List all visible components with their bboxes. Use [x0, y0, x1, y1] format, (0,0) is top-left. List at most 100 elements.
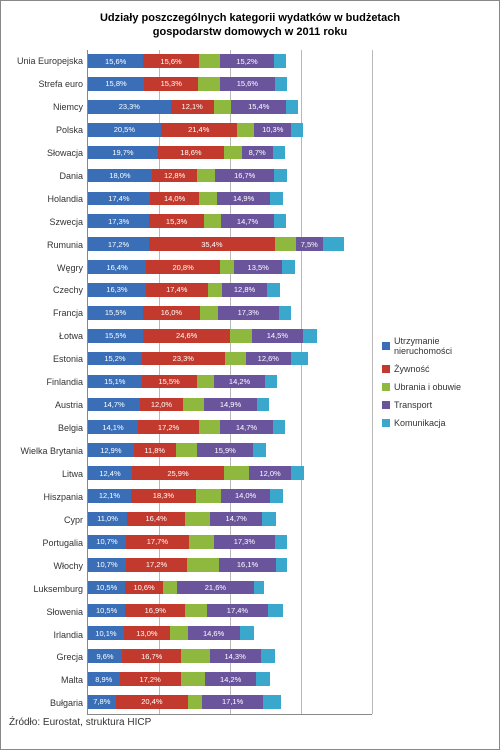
bar-segment — [199, 192, 217, 206]
bar-segment: 15,2% — [88, 352, 142, 366]
bar-segment: 12,1% — [88, 489, 131, 503]
bar-row: 16,4%20,8%13,5% — [88, 256, 372, 279]
bar-row: 15,8%15,3%15,6% — [88, 72, 372, 95]
bar-segment — [303, 329, 317, 343]
bar-row: 9,6%16,7%14,3% — [88, 645, 372, 668]
bar-segment: 15,5% — [88, 329, 143, 343]
stacked-bar: 14,7%12,0%14,9% — [88, 398, 372, 412]
bar-segment: 11,0% — [88, 512, 127, 526]
bar-segment — [170, 626, 188, 640]
bar-segment: 17,2% — [120, 672, 181, 686]
bar-segment: 16,4% — [127, 512, 185, 526]
bar-segment: 7,5% — [296, 237, 323, 251]
bar-segment: 16,7% — [122, 649, 181, 663]
stacked-bar: 18,0%12,8%16,7% — [88, 169, 372, 183]
bar-row: 15,5%16,0% 17,3% — [88, 301, 372, 324]
bar-segment: 8,7% — [242, 146, 273, 160]
category-label: Łotwa — [9, 325, 87, 348]
bar-segment — [276, 558, 287, 572]
bar-segment — [198, 77, 219, 91]
bar-segment: 12,0% — [249, 466, 292, 480]
bar-row: 7,8%20,4%17,1% — [88, 691, 372, 714]
bar-segment: 10,5% — [88, 604, 125, 618]
category-label: Belgia — [9, 417, 87, 440]
category-label: Portugalia — [9, 531, 87, 554]
category-label: Irlandia — [9, 623, 87, 646]
category-label: Grecja — [9, 646, 87, 669]
bar-segment — [274, 169, 286, 183]
stacked-bar: 9,6%16,7%14,3% — [88, 649, 372, 663]
legend-label: Utrzymanie nieruchomości — [394, 336, 491, 356]
plot: 15,6%15,6%15,2%15,8%15,3%15,6% 23,3%12,1%… — [87, 50, 372, 715]
bar-segment: 14,5% — [252, 329, 303, 343]
bar-segment — [189, 535, 214, 549]
bar-row: 10,7%17,2%16,1% — [88, 553, 372, 576]
bar-segment — [261, 649, 275, 663]
bar-segment: 17,1% — [202, 695, 263, 709]
bar-row: 10,5%16,9%17,4% — [88, 599, 372, 622]
bar-segment: 17,2% — [138, 420, 199, 434]
bar-segment: 24,6% — [143, 329, 230, 343]
bar-segment: 16,0% — [143, 306, 200, 320]
bar-segment: 15,3% — [149, 214, 203, 228]
category-label: Malta — [9, 669, 87, 692]
bar-segment — [323, 237, 344, 251]
legend-item: Utrzymanie nieruchomości — [382, 336, 491, 356]
bar-segment — [253, 443, 265, 457]
bar-segment — [291, 123, 303, 137]
bar-row: 15,6%15,6%15,2% — [88, 50, 372, 73]
category-label: Austria — [9, 394, 87, 417]
bar-row: 15,5%24,6% 14,5% — [88, 324, 372, 347]
bar-segment: 12,8% — [222, 283, 267, 297]
category-label: Dania — [9, 164, 87, 187]
bar-segment: 12,8% — [152, 169, 197, 183]
bar-segment — [185, 512, 210, 526]
stacked-bar: 17,4%14,0%14,9% — [88, 192, 372, 206]
category-label: Węgry — [9, 256, 87, 279]
category-label: Luksemburg — [9, 577, 87, 600]
bar-row: 14,1%17,2%14,7% — [88, 416, 372, 439]
bar-segment: 17,3% — [218, 306, 279, 320]
category-label: Włochy — [9, 554, 87, 577]
bar-segment: 14,7% — [221, 214, 273, 228]
stacked-bar: 15,1%15,5%14,2% — [88, 375, 372, 389]
category-label: Cypr — [9, 508, 87, 531]
bar-segment — [188, 695, 202, 709]
legend-swatch — [382, 383, 390, 391]
category-label: Unia Europejska — [9, 50, 87, 73]
bar-row: 23,3%12,1%15,4% — [88, 95, 372, 118]
y-axis-labels: Unia EuropejskaStrefa euroNiemcyPolskaSł… — [9, 50, 87, 715]
bar-segment — [240, 626, 254, 640]
bar-segment: 12,1% — [171, 100, 214, 114]
bar-segment: 17,4% — [146, 283, 208, 297]
category-label: Słowacja — [9, 141, 87, 164]
stacked-bar: 10,5%16,9%17,4% — [88, 604, 372, 618]
bar-segment: 7,8% — [88, 695, 116, 709]
title-line-2: gospodarstw domowych w 2011 roku — [153, 26, 347, 38]
bar-segment — [263, 695, 281, 709]
bar-row: 12,4%25,9%12,0% — [88, 462, 372, 485]
legend-label: Komunikacja — [394, 418, 446, 428]
bar-segment — [224, 146, 242, 160]
bar-segment: 10,7% — [88, 535, 126, 549]
bar-segment — [197, 169, 215, 183]
bar-segment: 35,4% — [149, 237, 275, 251]
bar-segment: 15,5% — [88, 306, 143, 320]
bar-segment — [273, 420, 285, 434]
legend-swatch — [382, 419, 390, 427]
bar-segment — [200, 306, 218, 320]
stacked-bar: 19,7%18,6%8,7% — [88, 146, 372, 160]
legend-label: Żywność — [394, 364, 430, 374]
bar-segment: 13,5% — [234, 260, 282, 274]
bar-segment: 10,3% — [254, 123, 291, 137]
bar-row: 15,2%23,3%12,6% — [88, 347, 372, 370]
bar-row: 10,1%13,0%14,6% — [88, 622, 372, 645]
bar-segment — [225, 352, 246, 366]
bar-segment — [163, 581, 177, 595]
bar-segment: 14,2% — [214, 375, 264, 389]
stacked-bar: 16,4%20,8%13,5% — [88, 260, 372, 274]
stacked-bar: 23,3%12,1%15,4% — [88, 100, 372, 114]
bar-segment: 17,3% — [88, 214, 149, 228]
bar-segment — [291, 466, 303, 480]
category-label: Finlandia — [9, 371, 87, 394]
